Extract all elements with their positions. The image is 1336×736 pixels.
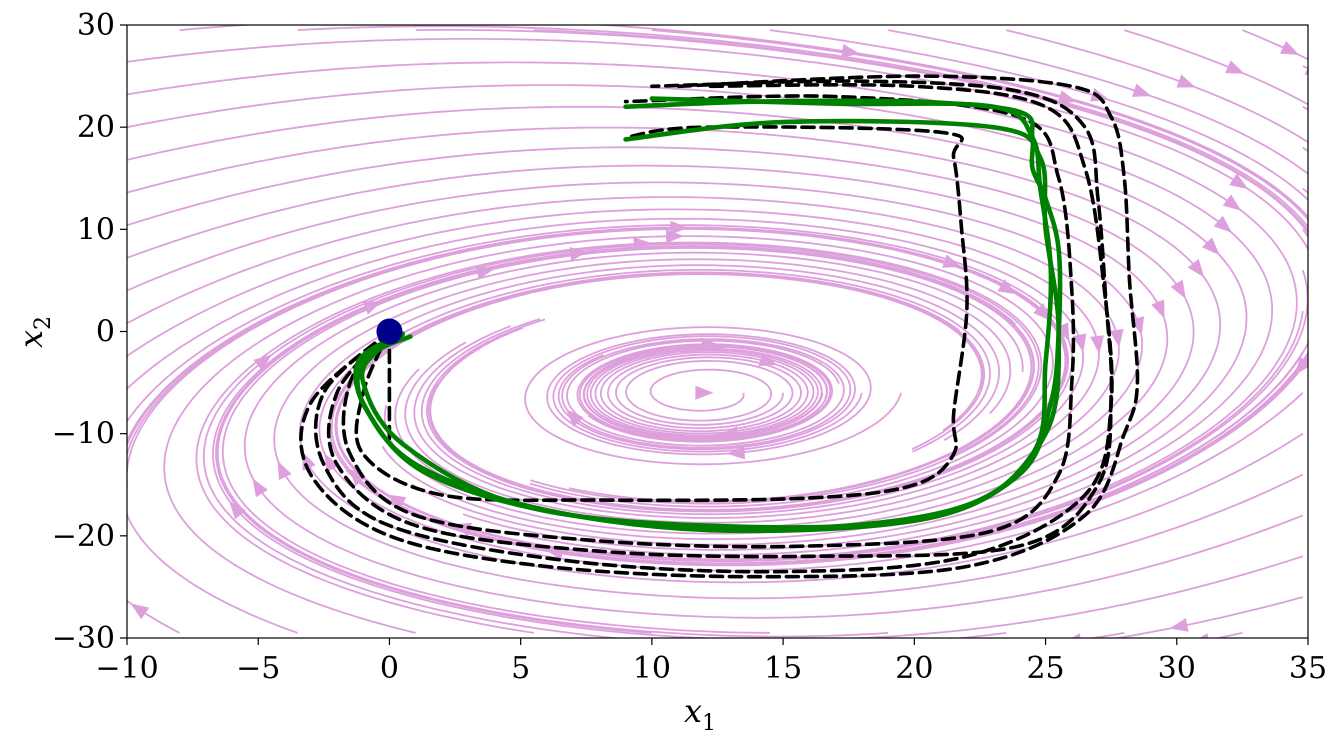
streamline-arrow <box>1307 147 1308 165</box>
x-tick-label: −5 <box>236 651 280 686</box>
y-tick-label: 10 <box>77 212 115 247</box>
dashed-trajectory <box>341 94 1076 549</box>
x-tick-label: 25 <box>1026 651 1064 686</box>
streamline-arrow <box>1191 633 1211 638</box>
y-tick-label: −20 <box>52 519 115 554</box>
streamline <box>1213 632 1243 638</box>
streamline-arrow <box>1090 88 1110 102</box>
start-point-marker <box>376 318 403 345</box>
streamline-arrow <box>1151 299 1165 319</box>
x-tick-label: 35 <box>1289 651 1327 686</box>
streamline-arrow <box>1176 74 1196 88</box>
y-axis-ticks: −30 −20 −10 0 10 20 30 <box>52 8 127 656</box>
streamline <box>330 272 1304 565</box>
x-tick-label: 5 <box>511 651 530 686</box>
streamline-arrow <box>726 445 746 460</box>
streamline-arrow <box>695 385 714 400</box>
streamline-arrow <box>1062 633 1082 638</box>
x-axis-label-sub: 1 <box>702 711 716 736</box>
streamline-field <box>100 25 1336 638</box>
y-tick-label: 20 <box>77 110 115 145</box>
streamline-arrow <box>324 453 340 473</box>
streamline-arrow <box>1072 333 1087 353</box>
streamline-arrow <box>1170 279 1186 299</box>
streamline-arrow <box>1090 335 1105 354</box>
y-tick-label: 0 <box>96 315 115 350</box>
streamline-arrow <box>1309 193 1332 216</box>
streamline-arrow <box>1294 356 1308 376</box>
streamline <box>127 616 128 618</box>
y-axis-label-main: x <box>12 330 50 348</box>
y-axis-label: x2 <box>12 316 56 348</box>
streamline-arrow <box>348 468 366 487</box>
streamline-arrow <box>1057 90 1077 104</box>
trajectory-series <box>299 74 1140 579</box>
dashed-trajectory <box>313 82 1114 574</box>
streamline-arrow <box>103 561 126 584</box>
x-axis-label-main: x <box>684 692 702 730</box>
streamline-arrow <box>1213 215 1232 233</box>
streamline-arrow <box>277 460 292 481</box>
x-tick-label: 30 <box>1158 651 1196 686</box>
x-tick-label: 10 <box>633 651 671 686</box>
dashed-trajectory <box>299 74 1140 579</box>
y-tick-label: −10 <box>52 417 115 452</box>
green-trajectory <box>353 118 1062 532</box>
streamline-arrow <box>566 409 584 428</box>
streamline <box>1088 632 1125 638</box>
x-tick-label: 0 <box>380 651 399 686</box>
streamline-arrow <box>1318 302 1336 323</box>
streamline-arrow <box>1279 40 1300 55</box>
x-axis-ticks: −10 −5 0 5 10 15 20 25 30 35 <box>95 638 1327 686</box>
streamline <box>1302 65 1308 70</box>
streamline-arrow <box>130 603 150 620</box>
y-tick-label: 30 <box>77 8 115 43</box>
streamline-arrow <box>253 354 273 371</box>
streamline <box>335 273 1304 562</box>
y-tick-label: −30 <box>52 621 115 656</box>
streamline <box>1302 187 1308 195</box>
streamline-arrow <box>252 478 268 498</box>
y-axis-label-sub: 2 <box>31 316 56 330</box>
streamline-arrow <box>1169 618 1189 632</box>
streamline-arrow <box>1310 106 1333 127</box>
streamline <box>1302 105 1308 111</box>
x-axis-label: x1 <box>684 692 716 736</box>
streamline-arrow <box>1222 194 1242 211</box>
streamline-arrow <box>100 595 123 617</box>
streamline <box>127 583 128 585</box>
dashed-trajectory <box>354 125 969 503</box>
streamline-arrow <box>1187 258 1205 278</box>
streamline-arrow <box>1229 173 1249 189</box>
dashed-trajectory <box>326 79 1114 559</box>
streamline-arrow <box>1109 328 1124 348</box>
streamline-arrow <box>670 220 689 235</box>
streamline-arrow <box>1131 83 1152 97</box>
streamline-arrow <box>1312 238 1332 260</box>
streamline-arrow <box>1033 303 1051 322</box>
streamline <box>1124 29 1308 106</box>
streamline <box>127 61 1298 561</box>
streamline-arrow <box>1225 60 1245 74</box>
x-tick-label: 15 <box>764 651 802 686</box>
streamline-arrow <box>229 500 246 520</box>
start-point-layer <box>376 318 403 345</box>
streamline-arrow <box>362 301 382 315</box>
streamline-arrow <box>1201 237 1220 256</box>
x-tick-label: 20 <box>895 651 933 686</box>
x-tick-label: −10 <box>95 651 158 686</box>
streamline-arrow <box>666 229 685 244</box>
